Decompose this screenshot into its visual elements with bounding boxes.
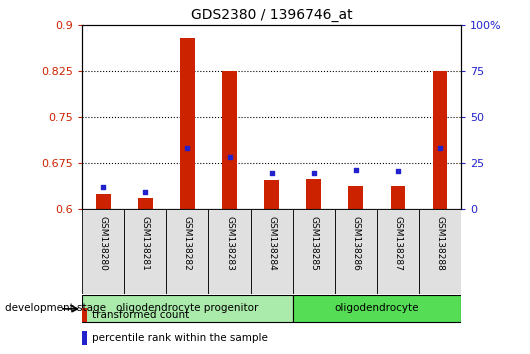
Bar: [82, 331, 87, 345]
Text: GSM138282: GSM138282: [183, 216, 192, 270]
Bar: [306, 179, 321, 209]
Bar: [432, 71, 447, 209]
Bar: [264, 180, 279, 209]
Text: GSM138284: GSM138284: [267, 216, 276, 270]
Point: [183, 145, 192, 150]
Bar: [348, 186, 363, 209]
Point: [99, 184, 108, 190]
Point: [141, 189, 149, 194]
Point: [394, 168, 402, 174]
Bar: [419, 209, 461, 294]
Point: [225, 154, 234, 160]
Point: [310, 170, 318, 176]
Text: GSM138280: GSM138280: [99, 216, 108, 270]
Bar: [180, 38, 195, 209]
Bar: [82, 295, 293, 322]
Bar: [377, 209, 419, 294]
Text: percentile rank within the sample: percentile rank within the sample: [92, 333, 268, 343]
Bar: [208, 209, 251, 294]
Bar: [251, 209, 293, 294]
Bar: [293, 209, 335, 294]
Bar: [166, 209, 208, 294]
Bar: [96, 194, 111, 209]
Title: GDS2380 / 1396746_at: GDS2380 / 1396746_at: [191, 8, 352, 22]
Text: GSM138288: GSM138288: [436, 216, 445, 270]
Text: development stage: development stage: [5, 303, 107, 313]
Bar: [82, 308, 87, 322]
Text: transformed count: transformed count: [92, 310, 190, 320]
Text: GSM138285: GSM138285: [309, 216, 318, 270]
Point: [436, 145, 444, 150]
Bar: [82, 209, 124, 294]
Text: GSM138286: GSM138286: [351, 216, 360, 270]
Text: GSM138281: GSM138281: [141, 216, 150, 270]
Bar: [335, 209, 377, 294]
Text: GSM138283: GSM138283: [225, 216, 234, 270]
Bar: [391, 185, 405, 209]
Bar: [222, 71, 237, 209]
Text: oligodendrocyte progenitor: oligodendrocyte progenitor: [116, 303, 259, 313]
Bar: [124, 209, 166, 294]
Text: GSM138287: GSM138287: [393, 216, 402, 270]
Bar: [293, 295, 461, 322]
Point: [267, 170, 276, 176]
Text: oligodendrocyte: oligodendrocyte: [334, 303, 419, 313]
Point: [351, 167, 360, 173]
Bar: [138, 198, 153, 209]
